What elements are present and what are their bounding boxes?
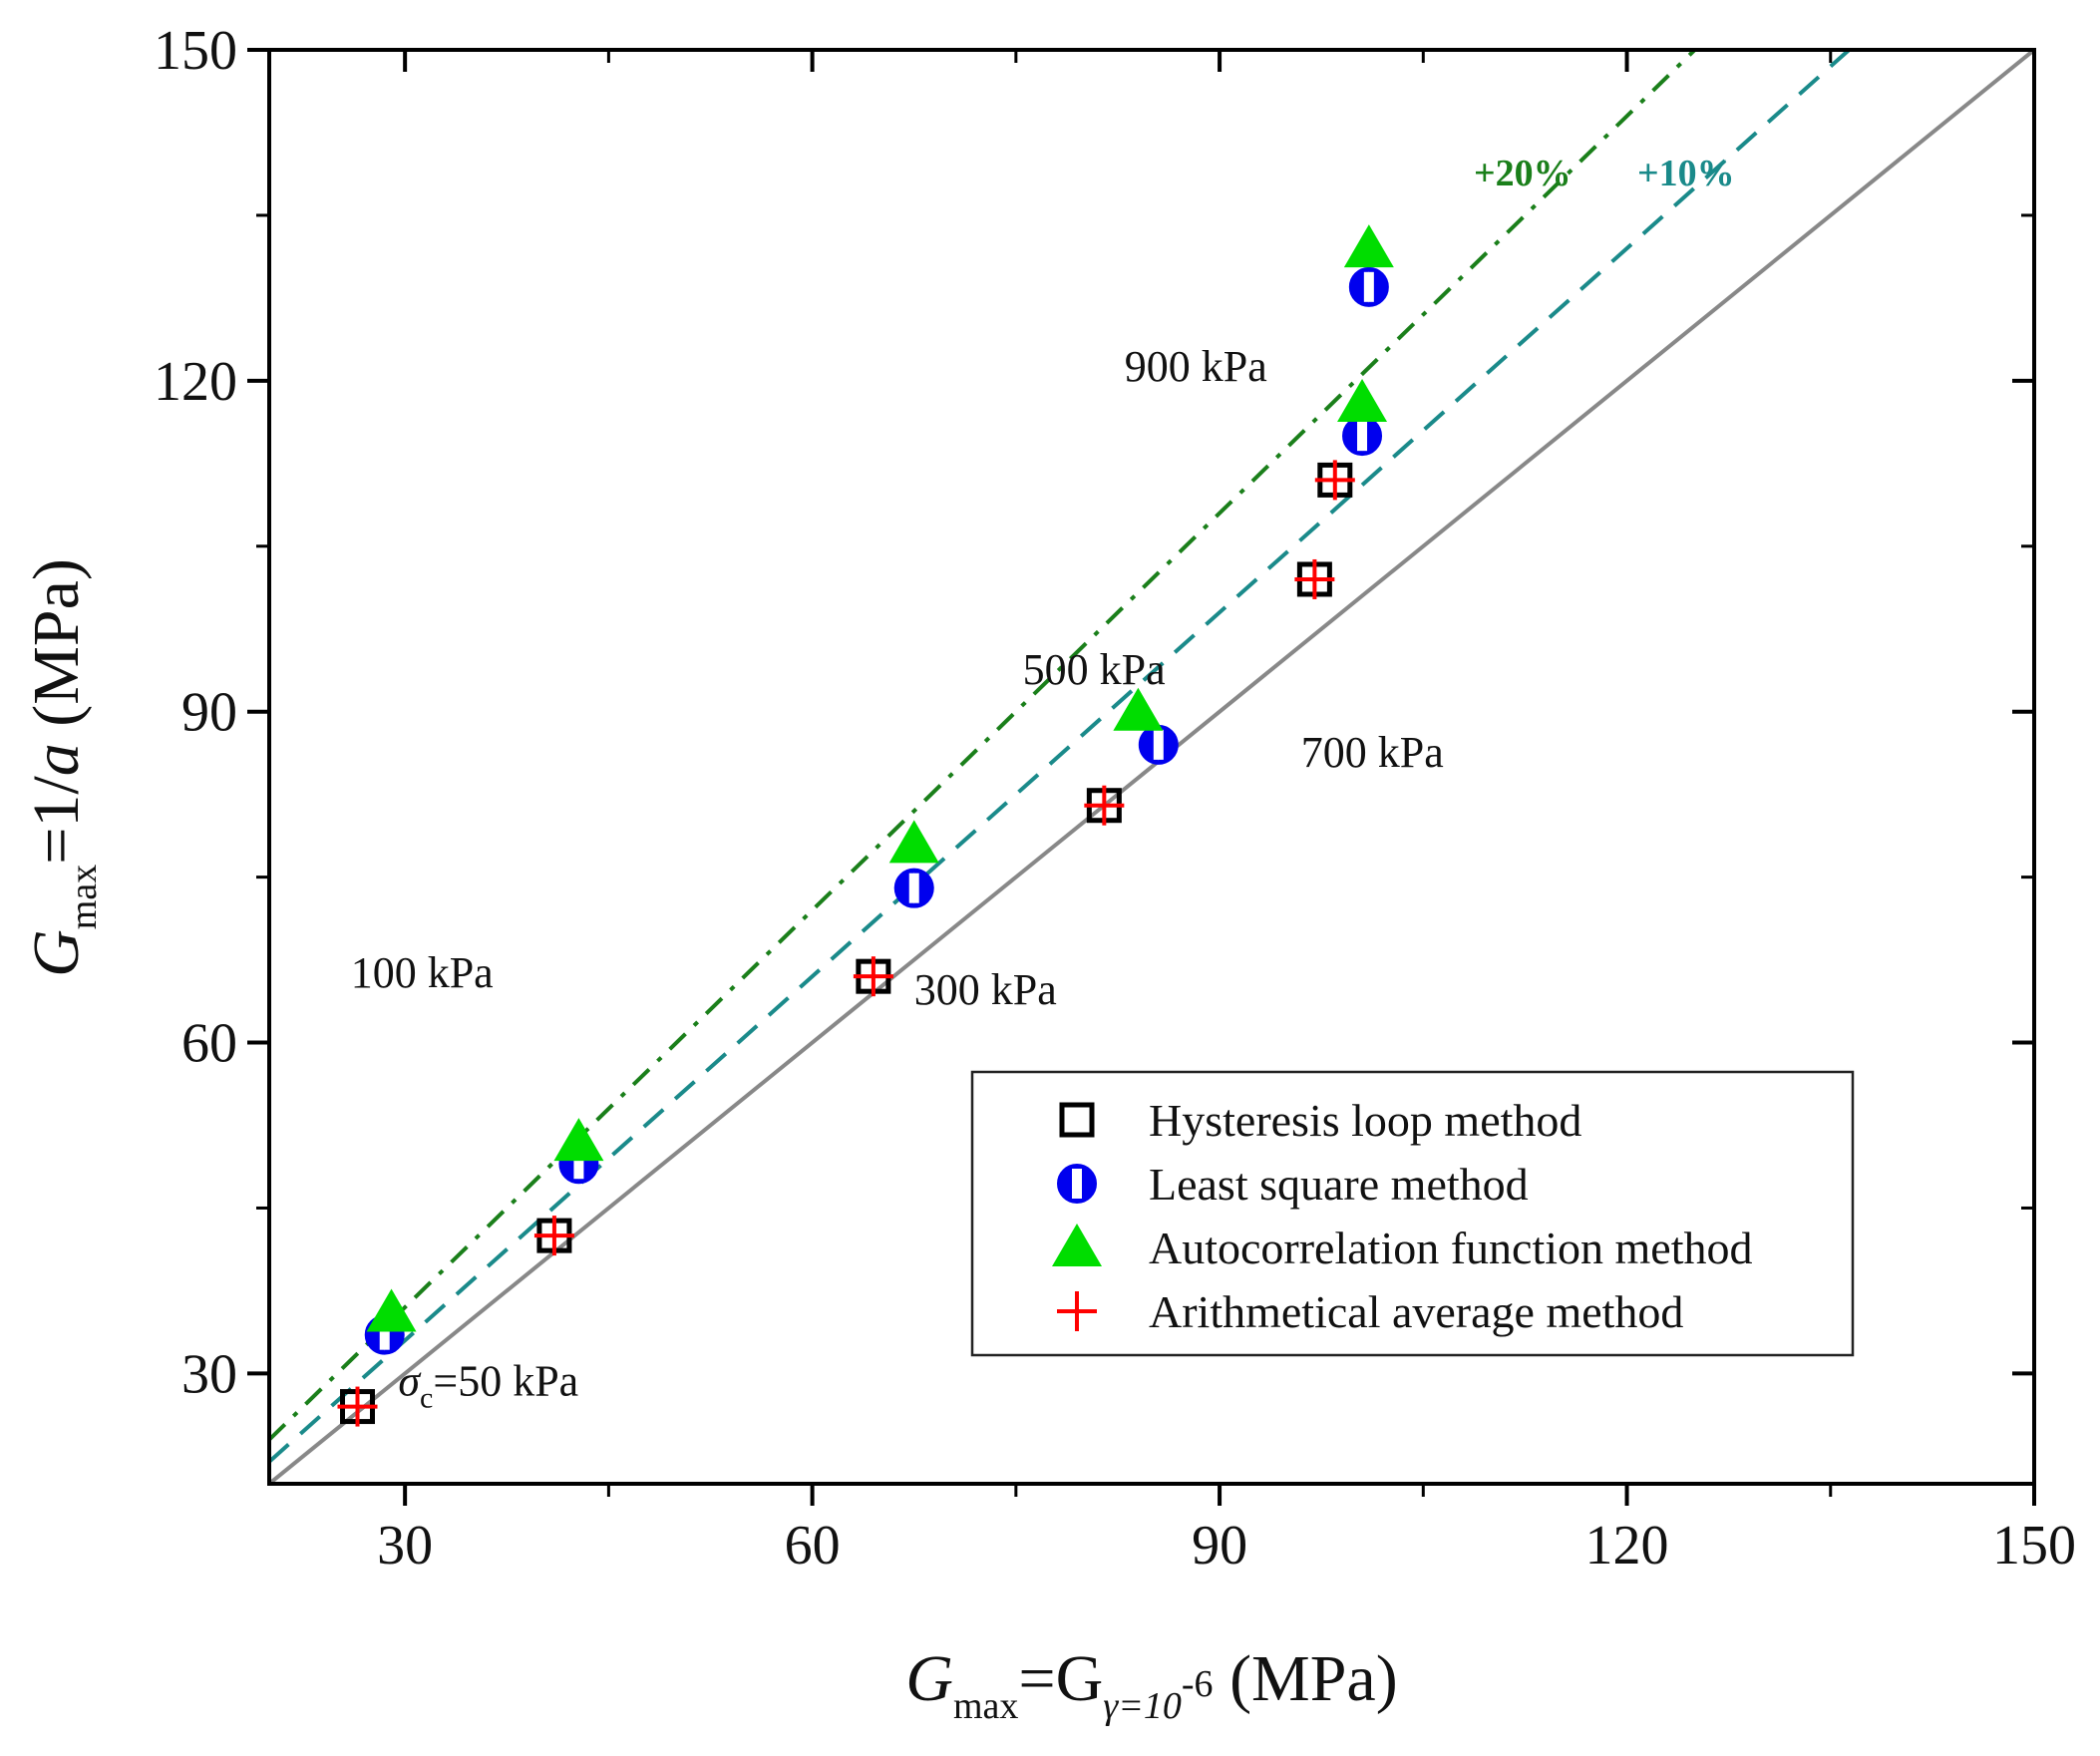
marker-filled-triangle: [366, 1288, 417, 1332]
legend: Hysteresis loop method Least square metho…: [970, 1070, 1855, 1357]
x-tick-label: 60: [785, 1515, 841, 1577]
data-markers: [337, 224, 1394, 1427]
plot-frame: [267, 48, 2036, 1486]
legend-box: [970, 1070, 1855, 1357]
legend-label: Arithmetical average method: [1149, 1286, 1683, 1337]
marker-plus: [1084, 785, 1125, 826]
marker-filled-triangle: [1113, 687, 1164, 731]
ref-line-0: [269, 50, 2034, 1484]
marker-half-filled-circle: [1348, 266, 1389, 307]
marker-plus: [1294, 558, 1335, 599]
annotation: 300 kPa: [914, 965, 1057, 1014]
legend-label: Autocorrelation function method: [1149, 1223, 1753, 1273]
y-tick-label: 120: [154, 351, 237, 413]
x-tick-label: 30: [377, 1515, 433, 1577]
band-labels: +10% +20%: [1474, 153, 1735, 194]
annotation: 900 kPa: [1125, 342, 1267, 391]
x-tick-label: 120: [1585, 1515, 1669, 1577]
marker-filled-triangle: [888, 820, 939, 864]
band-label: +20%: [1474, 153, 1572, 194]
marker-filled-triangle: [1337, 378, 1388, 422]
legend-label: Hysteresis loop method: [1149, 1095, 1581, 1146]
ref-line-1: [269, 50, 1853, 1464]
annotation: 500 kPa: [1023, 645, 1166, 694]
y-tick-label: 150: [154, 20, 237, 82]
annotation: 100 kPa: [351, 948, 494, 997]
annotation: σc=50 kPa: [398, 1357, 578, 1415]
marker-plus: [533, 1216, 574, 1256]
x-axis-title: Gmax=Gγ=10-6 (MPa): [905, 1642, 1397, 1727]
legend-marker-open-square: [1059, 1102, 1095, 1138]
annotation: 700 kPa: [1301, 728, 1444, 777]
y-tick-label: 60: [181, 1013, 237, 1075]
x-tick-label: 90: [1192, 1515, 1247, 1577]
y-tick-label: 90: [181, 682, 237, 744]
legend-marker-filled-triangle: [1052, 1224, 1102, 1266]
axis-ticks: 30 60 90 120 150 30 60 90 120 150: [154, 20, 2076, 1577]
x-tick-label: 150: [1992, 1515, 2076, 1577]
marker-plus: [853, 956, 893, 997]
marker-filled-triangle: [553, 1118, 604, 1162]
legend-marker-half-filled-circle: [1057, 1164, 1097, 1204]
band-label: +10%: [1637, 153, 1735, 194]
marker-half-filled-circle: [893, 868, 934, 908]
marker-half-filled-circle: [1342, 416, 1383, 457]
marker-plus: [337, 1386, 378, 1427]
marker-filled-triangle: [1343, 224, 1394, 268]
marker-half-filled-circle: [1138, 724, 1179, 765]
y-axis-title: Gmax=1/a (MPa): [20, 558, 105, 977]
annotations: σc=50 kPa 100 kPa 300 kPa 500 kPa 700 kPa 900…: [351, 342, 1444, 1415]
legend-marker-plus: [1057, 1291, 1097, 1331]
legend-label: Least square method: [1149, 1159, 1529, 1210]
y-tick-label: 30: [181, 1343, 237, 1405]
marker-plus: [1314, 460, 1355, 501]
